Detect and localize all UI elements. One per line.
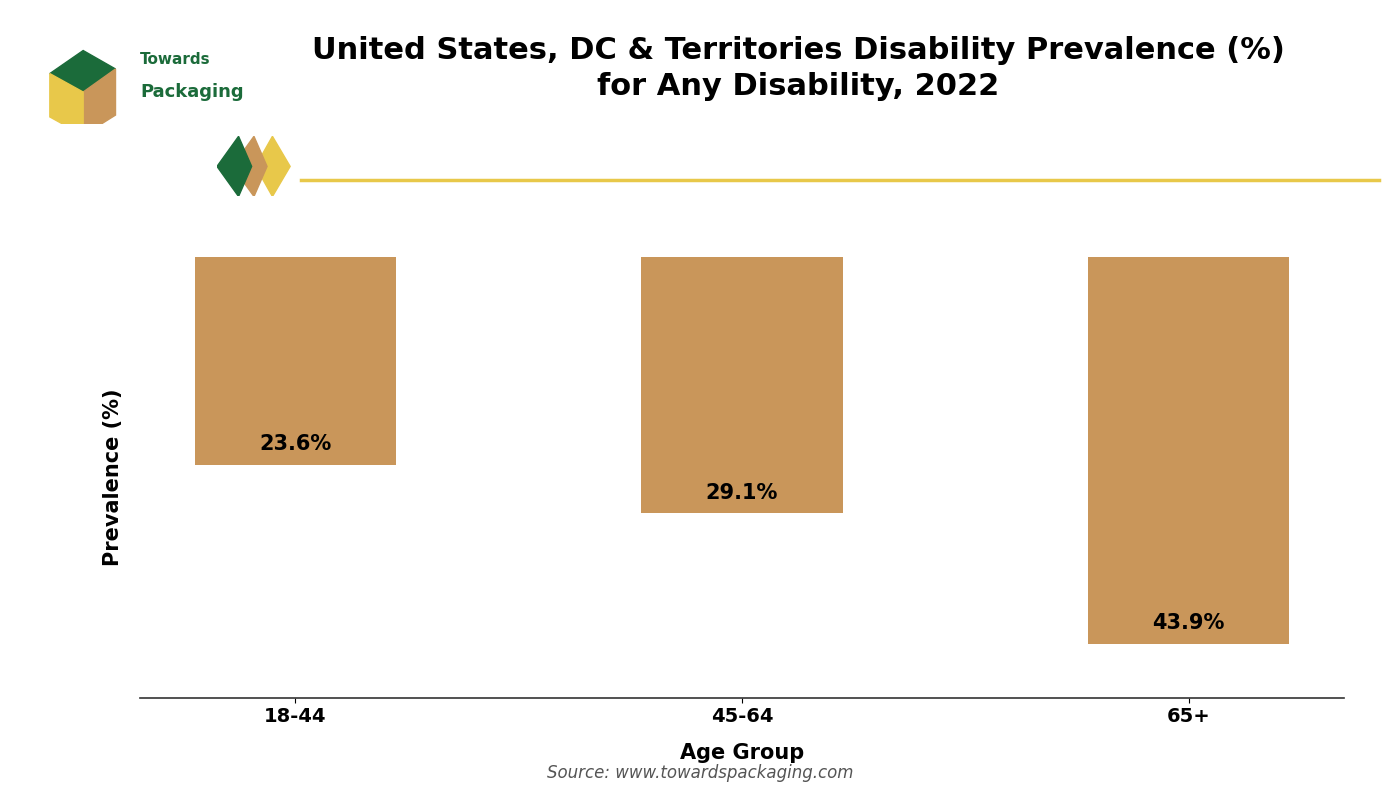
Text: 23.6%: 23.6% xyxy=(259,434,332,454)
Polygon shape xyxy=(255,136,290,196)
Y-axis label: Prevalence (%): Prevalence (%) xyxy=(104,388,123,566)
Polygon shape xyxy=(83,69,115,136)
Polygon shape xyxy=(217,136,252,196)
Polygon shape xyxy=(50,74,83,136)
Bar xyxy=(1088,257,1289,644)
Text: United States, DC & Territories Disability Prevalence (%)
for Any Disability, 20: United States, DC & Territories Disabili… xyxy=(312,36,1284,101)
Text: 29.1%: 29.1% xyxy=(706,483,778,503)
Bar xyxy=(641,257,843,513)
Polygon shape xyxy=(50,51,115,92)
Bar xyxy=(195,257,396,465)
Text: 43.9%: 43.9% xyxy=(1152,614,1225,634)
X-axis label: Age Group: Age Group xyxy=(680,743,804,764)
Polygon shape xyxy=(232,136,267,196)
Text: Towards: Towards xyxy=(140,52,210,67)
Text: Packaging: Packaging xyxy=(140,83,244,101)
Text: Source: www.towardspackaging.com: Source: www.towardspackaging.com xyxy=(547,764,853,782)
